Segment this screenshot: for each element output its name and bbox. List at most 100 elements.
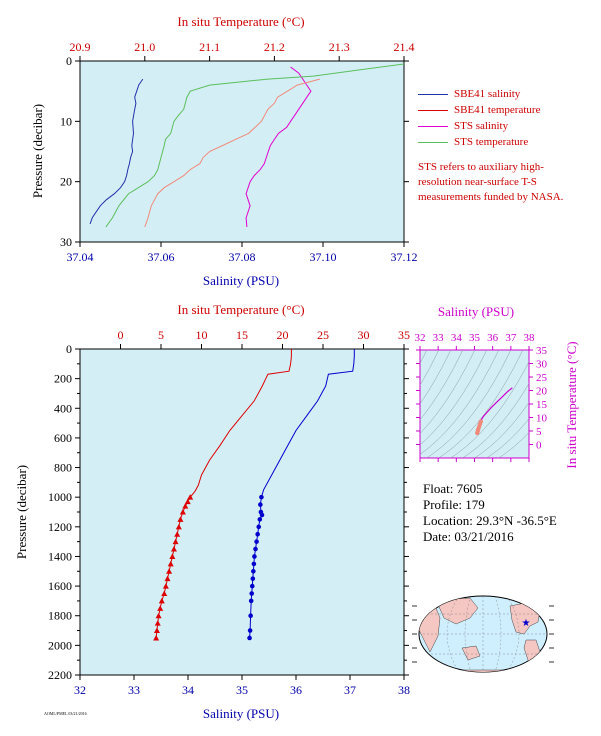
salinity-marker <box>247 628 253 633</box>
temperature-marker <box>161 590 168 596</box>
upper-x-tick-label: 37.12 <box>391 250 418 264</box>
ts-y-tick-label: 15 <box>536 399 548 411</box>
ts-y-tick-label: 20 <box>536 386 548 398</box>
map-graticule-lon <box>494 596 502 672</box>
upper-y-tick-label: 0 <box>66 54 72 68</box>
temperature-marker <box>170 546 177 552</box>
upper-y-tick-label: 30 <box>60 235 72 249</box>
temperature-marker <box>172 538 179 545</box>
lower-y-tick-label: 800 <box>54 461 72 475</box>
float-date: Date: 03/21/2016 <box>423 529 514 544</box>
lower-top-tick-label: 25 <box>317 328 329 342</box>
lower-y-tick-label: 1600 <box>48 579 72 593</box>
lower-y-tick-label: 600 <box>54 431 72 445</box>
temperature-marker <box>155 612 162 619</box>
legend-item: STS temperature <box>418 134 598 150</box>
ts-x-axis-title: Salinity (PSU) <box>438 304 514 319</box>
ts-y-tick-label: 30 <box>536 359 548 371</box>
float-info: Float: 7605 Profile: 179 Location: 29.3°… <box>423 481 557 545</box>
isopycnal-line <box>450 360 529 458</box>
ts-y-tick-label: 35 <box>536 345 548 357</box>
ts-y-tick-label: 25 <box>536 372 548 384</box>
isopycnal-line <box>420 350 487 446</box>
ts-y-tick-label: 0 <box>536 440 542 452</box>
float-location: Location: 29.3°N -36.5°E <box>423 513 557 528</box>
legend-item: STS salinity <box>418 118 598 134</box>
temperature-marker <box>182 503 189 509</box>
legend-label: SBE41 temperature <box>454 104 541 116</box>
ts-x-tick-label: 36 <box>487 332 499 344</box>
location-map: ★ <box>412 595 554 673</box>
salinity-marker <box>253 546 258 552</box>
legend-item: SBE41 temperature <box>418 102 598 118</box>
lower-y-tick-label: 2000 <box>48 638 72 652</box>
legend-swatch <box>418 109 448 111</box>
salinity-marker <box>251 561 257 567</box>
salinity-marker <box>247 635 252 641</box>
temperature-marker <box>153 634 160 641</box>
lower-y-tick-label: 1800 <box>48 609 72 623</box>
upper-series-line-4 <box>144 78 320 228</box>
temperature-marker <box>167 560 174 567</box>
lower-top-tick-label: 35 <box>398 328 410 342</box>
lower-y-tick-label: 2200 <box>48 668 72 682</box>
salinity-marker <box>249 591 255 596</box>
isopycnal-line <box>438 350 523 458</box>
legend-swatch <box>418 141 448 143</box>
ts-x-tick-label: 38 <box>524 332 536 344</box>
salinity-marker <box>248 598 254 604</box>
temperature-marker <box>153 627 160 634</box>
upper-top-tick-label: 21.1 <box>199 40 220 54</box>
legend-label: STS temperature <box>454 136 529 148</box>
isopycnal-line <box>420 350 499 455</box>
credit-stamp: AOML/PMEL 03/21/2016 <box>44 711 87 716</box>
upper-x-tick-label: 37.08 <box>229 250 256 264</box>
upper-top-tick-label: 20.9 <box>70 40 91 54</box>
lower-top-tick-label: 10 <box>196 328 208 342</box>
lower-x-tick-label: 38 <box>398 683 410 697</box>
temperature-marker <box>158 597 165 604</box>
salinity-marker <box>256 524 262 530</box>
temperature-marker <box>162 583 169 589</box>
lower-y-tick-label: 400 <box>54 401 72 415</box>
isopycnal-line <box>426 350 511 458</box>
upper-y-axis-title: Pressure (decibar) <box>30 104 45 198</box>
salinity-marker <box>248 613 253 619</box>
salinity-marker <box>250 576 256 581</box>
map-land-antarctica <box>419 669 547 672</box>
ts-y-axis-title: In situ Temperature (°C) <box>564 341 579 468</box>
upper-plot-area <box>79 60 405 243</box>
upper-y-tick-label: 10 <box>60 114 72 128</box>
temperature-marker <box>164 575 171 582</box>
upper-y-tick-label: 20 <box>60 175 72 189</box>
temperature-marker <box>184 498 191 505</box>
salinity-marker <box>258 502 263 507</box>
lower-y-tick-label: 1000 <box>48 490 72 504</box>
ts-x-tick-label: 32 <box>415 332 426 344</box>
float-id: Float: 7605 <box>423 481 483 496</box>
ts-y-tick-label: 5 <box>536 426 542 438</box>
upper-series-line-3 <box>105 63 404 228</box>
lower-y-tick-label: 1400 <box>48 549 72 563</box>
legend-swatch <box>418 93 448 95</box>
temperature-marker <box>166 568 173 574</box>
salinity-marker <box>259 512 265 518</box>
salinity-marker <box>259 494 264 500</box>
lower-top-tick-label: 20 <box>277 328 289 342</box>
lower-x-tick-label: 37 <box>344 683 356 697</box>
upper-top-tick-label: 21.0 <box>134 40 155 54</box>
upper-top-axis-title: In situ Temperature (°C) <box>177 14 304 29</box>
upper-x-tick-label: 37.06 <box>148 250 175 264</box>
lower-top-axis-title: In situ Temperature (°C) <box>177 302 304 317</box>
salinity-marker <box>252 554 257 559</box>
isopycnal-line <box>420 350 475 434</box>
map-graticule-lon <box>464 596 472 672</box>
ts-x-tick-label: 33 <box>433 332 445 344</box>
lower-top-tick-label: 0 <box>118 328 124 342</box>
temperature-marker <box>179 509 186 515</box>
lower-y-tick-label: 1200 <box>48 520 72 534</box>
upper-series-line-2 <box>245 66 312 227</box>
legend-label: STS salinity <box>454 120 509 132</box>
upper-x-axis-title: Salinity (PSU) <box>203 273 279 288</box>
lower-x-tick-label: 35 <box>236 683 248 697</box>
